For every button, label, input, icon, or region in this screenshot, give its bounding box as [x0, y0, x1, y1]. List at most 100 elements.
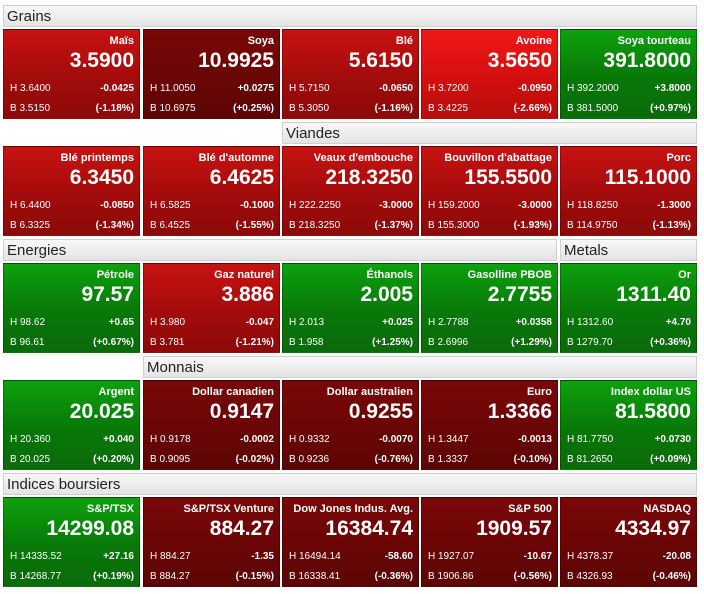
section-title: Monnais — [147, 359, 204, 376]
quote-low: B 6.4525 — [150, 220, 191, 231]
quote-tile[interactable]: Blé printemps 6.3450 H 6.4400 B 6.3325 -0.08… — [3, 146, 140, 236]
quote-name: Dollar australien — [326, 386, 413, 398]
quote-price: 2.005 — [360, 283, 413, 306]
quote-high: H 3.6400 — [10, 83, 51, 94]
quote-price: 97.57 — [81, 283, 134, 306]
section-header-grains: Grains — [3, 5, 697, 27]
quote-high: H 4378.37 — [567, 551, 614, 562]
quote-tile[interactable]: NASDAQ 4334.97 H 4378.37 B 4326.93 -20.08 (-0… — [560, 497, 697, 587]
quote-tile[interactable]: Dow Jones Indus. Avg. 16384.74 H 16494.14 B… — [282, 497, 419, 587]
quote-tile[interactable]: Gaz naturel 3.886 H 3.980 B 3.781 -0.047 (-1.… — [143, 263, 280, 353]
quote-low: B 4326.93 — [567, 571, 613, 582]
quote-tile[interactable]: Gasolline PBOB 2.7755 H 2.7788 B 2.6996 +0.0… — [421, 263, 558, 353]
quote-tile[interactable]: Blé d'automne 6.4625 H 6.5825 B 6.4525 -0.10… — [143, 146, 280, 236]
quote-change-percent: (-0.56%) — [513, 571, 552, 582]
quote-name: Maïs — [109, 35, 134, 47]
quote-change-percent: (+0.19%) — [93, 571, 134, 582]
quote-low: B 1.3337 — [428, 454, 469, 465]
quote-low: B 6.3325 — [10, 220, 51, 231]
quote-low: B 81.2650 — [567, 454, 613, 465]
quote-change: -3.0000 — [379, 200, 413, 211]
quote-high: H 159.2000 — [428, 200, 480, 211]
quote-tile[interactable]: Index dollar US 81.5800 H 81.7750 B 81.2650… — [560, 380, 697, 470]
quote-tile[interactable]: Euro 1.3366 H 1.3447 B 1.3337 -0.0013 (-0.10%… — [421, 380, 558, 470]
quote-change: -0.0425 — [100, 83, 134, 94]
quote-price: 218.3250 — [325, 166, 413, 189]
quote-change-percent: (+0.36%) — [650, 337, 691, 348]
quote-tile[interactable]: Pétrole 97.57 H 98.62 B 96.61 +0.65 (+0.67%) — [3, 263, 140, 353]
quote-high: H 14335.52 — [10, 551, 62, 562]
quote-tile[interactable]: Soya 10.9925 H 11.0050 B 10.6975 +0.0275 (+0.… — [143, 29, 280, 119]
quote-tile[interactable]: Dollar australien 0.9255 H 0.9332 B 0.9236 -… — [282, 380, 419, 470]
quote-name: Dow Jones Indus. Avg. — [293, 503, 413, 515]
quote-name: Porc — [666, 152, 691, 164]
quote-name: Euro — [526, 386, 552, 398]
quote-change: -0.1000 — [240, 200, 274, 211]
quote-tile[interactable]: Dollar canadien 0.9147 H 0.9178 B 0.9095 -0.… — [143, 380, 280, 470]
quote-high: H 1312.60 — [567, 317, 614, 328]
quote-low: B 114.9750 — [567, 220, 618, 231]
quote-tile[interactable]: Maïs 3.5900 H 3.6400 B 3.5150 -0.0425 (-1.18%… — [3, 29, 140, 119]
quote-high: H 81.7750 — [567, 434, 614, 445]
section-header-indices: Indices boursiers — [3, 473, 697, 495]
quote-low: B 20.025 — [10, 454, 51, 465]
quote-change-percent: (+1.25%) — [372, 337, 413, 348]
quote-low: B 3.781 — [150, 337, 185, 348]
quote-high: H 3.980 — [150, 317, 186, 328]
quote-tile[interactable]: Porc 115.1000 H 118.8250 B 114.9750 -1.3000 (… — [560, 146, 697, 236]
quote-high: H 2.013 — [289, 317, 325, 328]
quote-change-percent: (-0.36%) — [374, 571, 413, 582]
quote-price: 3.886 — [221, 283, 274, 306]
quote-name: Blé — [395, 35, 413, 47]
quote-high: H 222.2250 — [289, 200, 341, 211]
quote-low: B 3.5150 — [10, 103, 51, 114]
quote-low: B 1906.86 — [428, 571, 474, 582]
quote-price: 3.5650 — [487, 49, 552, 72]
quote-change-percent: (-2.66%) — [513, 103, 552, 114]
quote-tile[interactable]: S&P 500 1909.57 H 1927.07 B 1906.86 -10.67 (-… — [421, 497, 558, 587]
quote-high: H 6.4400 — [10, 200, 51, 211]
quote-low: B 0.9095 — [150, 454, 191, 465]
quote-high: H 2.7788 — [428, 317, 469, 328]
quote-change-percent: (-1.55%) — [235, 220, 274, 231]
quote-high: H 1927.07 — [428, 551, 475, 562]
quote-name: Soya tourteau — [617, 35, 691, 47]
section-title: Grains — [7, 8, 52, 25]
quote-change: +0.0358 — [515, 317, 552, 328]
quote-tile[interactable]: S&P/TSX 14299.08 H 14335.52 B 14268.77 +27.1… — [3, 497, 140, 587]
quote-price: 5.6150 — [348, 49, 413, 72]
quote-name: Dollar canadien — [192, 386, 274, 398]
section-title: Indices boursiers — [7, 476, 121, 493]
quote-tile[interactable]: Soya tourteau 391.8000 H 392.2000 B 381.500… — [560, 29, 697, 119]
quote-low: B 155.3000 — [428, 220, 480, 231]
quote-price: 4334.97 — [615, 517, 691, 540]
quote-name: S&P/TSX Venture — [183, 503, 274, 515]
quote-name: Veaux d'embouche — [313, 152, 413, 164]
quote-tile[interactable]: S&P/TSX Venture 884.27 H 884.27 B 884.27 -1.… — [143, 497, 280, 587]
quote-change-percent: (-1.18%) — [95, 103, 134, 114]
quote-change-percent: (-0.76%) — [374, 454, 413, 465]
quote-price: 1909.57 — [476, 517, 552, 540]
quote-change: -20.08 — [662, 551, 691, 562]
quote-tile[interactable]: Avoine 3.5650 H 3.7200 B 3.4225 -0.0950 (-2.6… — [421, 29, 558, 119]
quote-low: B 1279.70 — [567, 337, 613, 348]
quote-high: H 392.2000 — [567, 83, 619, 94]
quote-name: Argent — [98, 386, 134, 398]
quote-name: Index dollar US — [610, 386, 691, 398]
quote-high: H 5.7150 — [289, 83, 330, 94]
quote-high: H 6.5825 — [150, 200, 191, 211]
quote-tile[interactable]: Or 1311.40 H 1312.60 B 1279.70 +4.70 (+0.36%) — [560, 263, 697, 353]
quote-change: -0.0070 — [379, 434, 413, 445]
quote-tile[interactable]: Blé 5.6150 H 5.7150 B 5.3050 -0.0650 (-1.16%) — [282, 29, 419, 119]
quote-change: -0.0950 — [518, 83, 552, 94]
quote-name: S&P 500 — [508, 503, 552, 515]
quote-tile[interactable]: Veaux d'embouche 218.3250 H 222.2250 B 218.… — [282, 146, 419, 236]
quote-change-percent: (-1.13%) — [652, 220, 691, 231]
quote-price: 6.3450 — [69, 166, 134, 189]
quote-high: H 884.27 — [150, 551, 191, 562]
quote-change: -0.0650 — [379, 83, 413, 94]
quote-tile[interactable]: Éthanols 2.005 H 2.013 B 1.958 +0.025 (+1.25%… — [282, 263, 419, 353]
section-header-energies: Energies — [3, 239, 557, 261]
quote-tile[interactable]: Bouvillon d'abattage 155.5500 H 159.2000 B … — [421, 146, 558, 236]
quote-tile[interactable]: Argent 20.025 H 20.360 B 20.025 +0.040 (+0.20… — [3, 380, 140, 470]
